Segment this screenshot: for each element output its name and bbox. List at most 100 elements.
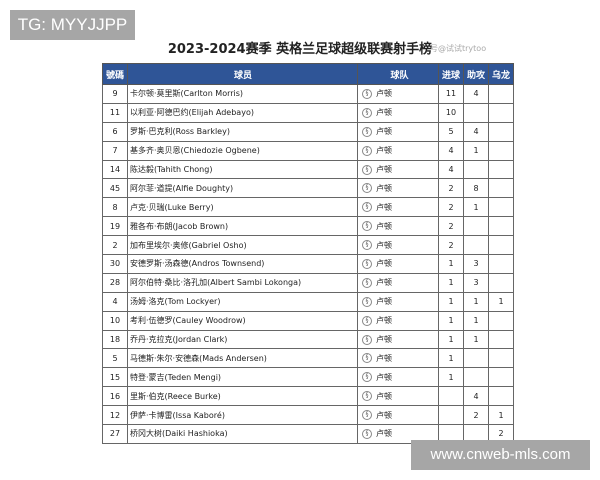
table-row: 9 卡尔顿·莫里斯(Carlton Morris) § 卢顿 11 4 (102, 84, 514, 104)
goals-cell: 5 (438, 121, 464, 142)
luton-crest-icon: § (362, 258, 372, 269)
goals-cell: 1 (438, 310, 464, 331)
assists-cell: 4 (463, 386, 489, 407)
luton-crest-icon: § (362, 391, 372, 402)
assists-cell: 1 (463, 329, 489, 350)
player-cell: 以利亚·阿德巴约(Elijah Adebayo) (127, 102, 358, 123)
table-row: 6 罗斯·巴克利(Ross Barkley) § 卢顿 5 4 (102, 121, 514, 142)
luton-crest-icon: § (362, 164, 372, 175)
goals-cell: 11 (438, 84, 464, 104)
own-goals-cell (488, 329, 514, 350)
player-cell: 里斯·伯克(Reece Burke) (127, 386, 358, 407)
number-cell: 14 (102, 159, 128, 180)
assists-cell: 3 (463, 254, 489, 274)
goals-cell: 1 (438, 367, 464, 388)
own-goals-cell (488, 367, 514, 388)
goals-cell: 2 (438, 235, 464, 256)
number-cell: 30 (102, 254, 128, 274)
team-name: 卢顿 (376, 202, 392, 212)
number-cell: 9 (102, 84, 128, 104)
goals-cell: 1 (438, 291, 464, 312)
assists-cell (463, 159, 489, 180)
own-goals-cell (488, 102, 514, 123)
team-name: 卢顿 (376, 316, 392, 326)
number-cell: 11 (102, 102, 128, 123)
table-row: 16 里斯·伯克(Reece Burke) § 卢顿 4 (102, 386, 514, 407)
team-cell: § 卢顿 (357, 197, 439, 218)
table-row: 4 汤姆·洛克(Tom Lockyer) § 卢顿 1 1 1 (102, 291, 514, 312)
watermark-title-overlay: 号@试试trytoo (430, 44, 487, 53)
own-goals-cell: 1 (488, 291, 514, 312)
assists-cell (463, 102, 489, 123)
goals-cell: 2 (438, 197, 464, 218)
team-name: 卢顿 (376, 89, 392, 99)
assists-cell: 1 (463, 310, 489, 331)
header-goals: 进球 (438, 63, 464, 85)
assists-cell: 1 (463, 197, 489, 218)
header-own-goals: 乌龙 (488, 63, 514, 85)
team-cell: § 卢顿 (357, 310, 439, 331)
assists-cell: 8 (463, 178, 489, 199)
player-cell: 安德罗斯·汤森德(Andros Townsend) (127, 254, 358, 274)
player-cell: 考利·伍德罗(Cauley Woodrow) (127, 310, 358, 331)
luton-crest-icon: § (362, 240, 372, 251)
team-name: 卢顿 (376, 108, 392, 118)
team-cell: § 卢顿 (357, 178, 439, 199)
luton-crest-icon: § (362, 145, 372, 156)
assists-cell (463, 216, 489, 237)
luton-crest-icon: § (362, 334, 372, 345)
own-goals-cell (488, 121, 514, 142)
luton-crest-icon: § (362, 221, 372, 232)
team-cell: § 卢顿 (357, 235, 439, 256)
page-title: 2023-2024赛季 英格兰足球超级联赛射手榜 (167, 42, 433, 57)
table-row: 18 乔丹·克拉克(Jordan Clark) § 卢顿 1 1 (102, 329, 514, 350)
player-cell: 雅各布·布朗(Jacob Brown) (127, 216, 358, 237)
goals-cell: 4 (438, 159, 464, 180)
player-cell: 陈达毅(Tahith Chong) (127, 159, 358, 180)
player-cell: 伊萨·卡博雷(Issa Kaboré) (127, 405, 358, 426)
team-cell: § 卢顿 (357, 102, 439, 123)
header-number: 號碼 (102, 63, 128, 85)
team-cell: § 卢顿 (357, 405, 439, 426)
team-name: 卢顿 (376, 165, 392, 174)
number-cell: 5 (102, 348, 128, 369)
assists-cell: 4 (463, 84, 489, 104)
table-row: 28 阿尔伯特·桑比·洛孔加(Albert Sambi Lokonga) § 卢顿 1 3 (102, 272, 514, 293)
scorers-table: 號碼 球员 球队 进球 助攻 乌龙 9 卡尔顿·莫里斯(Carlton Morri… (102, 63, 514, 444)
own-goals-cell (488, 216, 514, 237)
team-name: 卢顿 (376, 221, 392, 231)
team-name: 卢顿 (376, 127, 392, 137)
assists-cell: 3 (463, 272, 489, 293)
team-cell: § 卢顿 (357, 121, 439, 142)
table-row: 14 陈达毅(Tahith Chong) § 卢顿 4 (102, 159, 514, 180)
own-goals-cell (488, 386, 514, 407)
team-cell: § 卢顿 (357, 348, 439, 369)
team-name: 卢顿 (376, 335, 392, 345)
team-name: 卢顿 (376, 372, 392, 382)
watermark-top-left: TG: MYYJJPP (10, 10, 135, 40)
luton-crest-icon: § (362, 410, 372, 421)
goals-cell: 4 (438, 140, 464, 161)
number-cell: 10 (102, 310, 128, 331)
team-name: 卢顿 (376, 259, 392, 269)
player-cell: 特登·蒙吉(Teden Mengi) (127, 367, 358, 388)
player-cell: 罗斯·巴克利(Ross Barkley) (127, 121, 358, 142)
number-cell: 27 (102, 424, 128, 444)
player-cell: 乔丹·克拉克(Jordan Clark) (127, 329, 358, 350)
number-cell: 18 (102, 329, 128, 350)
team-cell: § 卢顿 (357, 291, 439, 312)
goals-cell: 1 (438, 348, 464, 369)
table-row: 30 安德罗斯·汤森德(Andros Townsend) § 卢顿 1 3 (102, 254, 514, 274)
header-player: 球员 (127, 63, 358, 85)
team-cell: § 卢顿 (357, 84, 439, 104)
own-goals-cell (488, 197, 514, 218)
luton-crest-icon: § (362, 88, 372, 99)
table-row: 19 雅各布·布朗(Jacob Brown) § 卢顿 2 (102, 216, 514, 237)
team-name: 卢顿 (376, 429, 392, 439)
own-goals-cell (488, 254, 514, 274)
team-cell: § 卢顿 (357, 367, 439, 388)
number-cell: 45 (102, 178, 128, 199)
team-cell: § 卢顿 (357, 216, 439, 237)
team-cell: § 卢顿 (357, 424, 439, 444)
assists-cell: 4 (463, 121, 489, 142)
